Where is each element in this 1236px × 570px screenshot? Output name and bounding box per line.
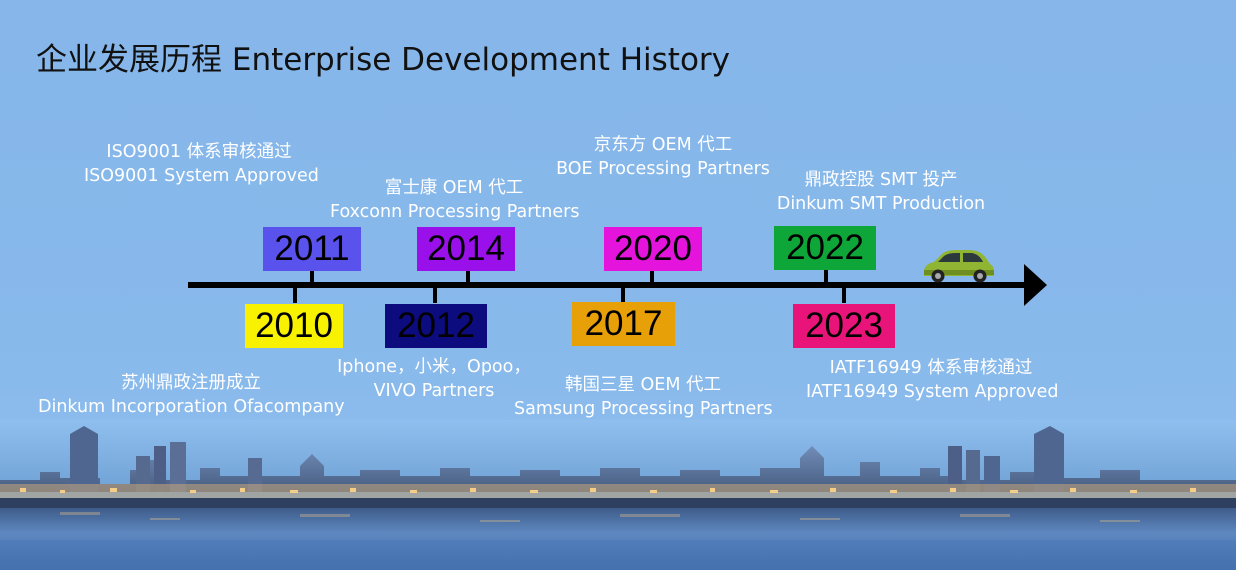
year-box-2020: 2020 bbox=[604, 227, 702, 271]
timeline-axis bbox=[188, 282, 1028, 288]
tick-2011 bbox=[310, 268, 314, 285]
caption-2020-zh: 京东方 OEM 代工 bbox=[593, 135, 733, 155]
year-box-2011: 2011 bbox=[263, 227, 361, 271]
caption-2022-zh: 鼎政控股 SMT 投产 bbox=[804, 170, 958, 190]
caption-2011: ISO9001 体系审核通过 ISO9001 System Approved bbox=[84, 140, 319, 188]
tick-2022 bbox=[824, 268, 828, 285]
caption-2023-en: IATF16949 System Approved bbox=[806, 382, 1059, 402]
caption-2017: 韩国三星 OEM 代工 Samsung Processing Partners bbox=[514, 373, 773, 421]
tick-2020 bbox=[650, 268, 654, 285]
caption-2023: IATF16949 体系审核通过 IATF16949 System Approv… bbox=[806, 356, 1059, 404]
year-box-2010: 2010 bbox=[245, 304, 343, 348]
caption-2012-en: VIVO Partners bbox=[373, 381, 495, 401]
caption-2017-zh: 韩国三星 OEM 代工 bbox=[564, 375, 722, 395]
timeline-arrow-icon bbox=[1024, 264, 1047, 306]
city-skyline-photo bbox=[0, 420, 1236, 570]
caption-2012: Iphone，小米，Opoo， VIVO Partners bbox=[334, 355, 534, 403]
tick-2012 bbox=[433, 286, 437, 303]
tick-2014 bbox=[466, 268, 470, 285]
year-box-2014: 2014 bbox=[417, 227, 515, 271]
caption-2010: 苏州鼎政注册成立 Dinkum Incorporation Ofacompany bbox=[38, 371, 345, 419]
car-icon bbox=[924, 250, 994, 283]
caption-2011-zh: ISO9001 体系审核通过 bbox=[106, 142, 292, 162]
caption-2014-zh: 富士康 OEM 代工 bbox=[384, 178, 524, 198]
tick-2010 bbox=[293, 286, 297, 303]
tick-2017 bbox=[621, 286, 625, 303]
tick-2023 bbox=[842, 286, 846, 303]
year-box-2012: 2012 bbox=[385, 304, 487, 348]
caption-2010-en: Dinkum Incorporation Ofacompany bbox=[38, 397, 345, 417]
year-box-2023: 2023 bbox=[793, 304, 895, 348]
caption-2020-en: BOE Processing Partners bbox=[556, 159, 770, 179]
year-box-2022: 2022 bbox=[774, 226, 876, 270]
caption-2022-en: Dinkum SMT Production bbox=[776, 194, 986, 214]
caption-2014-en: Foxconn Processing Partners bbox=[330, 202, 580, 222]
page-title: 企业发展历程 Enterprise Development History bbox=[36, 42, 731, 78]
caption-2012-zh: Iphone，小米，Opoo， bbox=[337, 357, 531, 377]
caption-2022: 鼎政控股 SMT 投产 Dinkum SMT Production bbox=[774, 168, 988, 216]
caption-2010-zh: 苏州鼎政注册成立 bbox=[121, 373, 261, 393]
caption-2014: 富士康 OEM 代工 Foxconn Processing Partners bbox=[330, 176, 580, 224]
caption-2023-zh: IATF16949 体系审核通过 bbox=[829, 358, 1033, 378]
caption-2017-en: Samsung Processing Partners bbox=[514, 399, 773, 419]
year-box-2017: 2017 bbox=[572, 302, 675, 346]
caption-2020: 京东方 OEM 代工 BOE Processing Partners bbox=[556, 133, 770, 181]
caption-2011-en: ISO9001 System Approved bbox=[84, 166, 319, 186]
